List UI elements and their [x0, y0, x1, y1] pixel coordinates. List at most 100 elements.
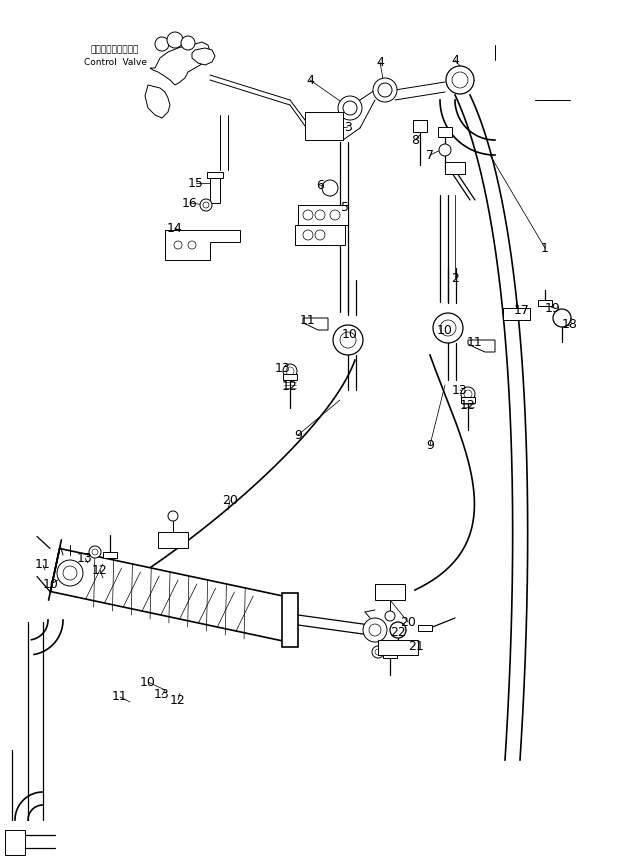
- Circle shape: [433, 313, 463, 343]
- Circle shape: [440, 320, 456, 336]
- Circle shape: [464, 390, 472, 398]
- Text: 4: 4: [451, 54, 459, 67]
- Text: 9: 9: [426, 438, 434, 451]
- Text: 12: 12: [282, 379, 298, 393]
- Circle shape: [63, 566, 77, 580]
- Circle shape: [378, 83, 392, 97]
- Text: 13: 13: [452, 383, 468, 396]
- Circle shape: [167, 32, 183, 48]
- Text: 22: 22: [390, 626, 406, 639]
- Circle shape: [303, 230, 313, 240]
- Bar: [103, 552, 117, 558]
- Text: 20: 20: [222, 494, 238, 507]
- Circle shape: [385, 611, 395, 621]
- Bar: [538, 300, 552, 306]
- Text: 14: 14: [167, 222, 183, 235]
- Bar: [210, 175, 220, 203]
- Text: 13: 13: [154, 688, 170, 702]
- Text: 19: 19: [545, 301, 561, 314]
- Bar: [283, 374, 297, 380]
- Polygon shape: [303, 318, 328, 330]
- Polygon shape: [165, 230, 240, 260]
- Text: 3: 3: [344, 121, 352, 134]
- Text: 18: 18: [562, 318, 578, 331]
- Circle shape: [363, 618, 387, 642]
- Polygon shape: [378, 640, 418, 655]
- Polygon shape: [295, 225, 345, 245]
- Text: 9: 9: [294, 429, 302, 442]
- Text: 7: 7: [426, 148, 434, 162]
- Bar: [5, 830, 25, 855]
- Circle shape: [155, 37, 169, 51]
- Polygon shape: [145, 85, 170, 118]
- Circle shape: [203, 202, 209, 208]
- Polygon shape: [150, 42, 210, 85]
- Text: コントロールバルブ: コントロールバルブ: [91, 45, 139, 55]
- Polygon shape: [503, 308, 530, 320]
- Text: 12: 12: [92, 563, 108, 576]
- Text: 15: 15: [188, 176, 204, 189]
- Bar: [445, 162, 465, 174]
- Bar: [461, 397, 475, 403]
- Circle shape: [452, 72, 468, 88]
- Text: 10: 10: [43, 578, 59, 591]
- Text: 4: 4: [306, 74, 314, 86]
- Circle shape: [57, 560, 83, 586]
- Circle shape: [553, 309, 571, 327]
- Circle shape: [92, 549, 98, 555]
- Circle shape: [333, 325, 363, 355]
- Polygon shape: [468, 340, 495, 352]
- Text: 4: 4: [376, 56, 384, 68]
- Circle shape: [188, 241, 196, 249]
- Text: 6: 6: [316, 179, 324, 192]
- Circle shape: [168, 511, 178, 521]
- Circle shape: [375, 649, 381, 655]
- Circle shape: [340, 332, 356, 348]
- Bar: [418, 625, 432, 631]
- Bar: [305, 112, 343, 140]
- Text: 13: 13: [77, 551, 93, 564]
- Circle shape: [446, 66, 474, 94]
- Text: 12: 12: [170, 693, 186, 706]
- Polygon shape: [375, 584, 405, 600]
- Text: 11: 11: [35, 558, 51, 572]
- Text: 21: 21: [408, 640, 424, 653]
- Text: 11: 11: [112, 691, 128, 704]
- Bar: [383, 652, 397, 658]
- Text: 11: 11: [467, 336, 483, 348]
- Text: 17: 17: [514, 304, 530, 317]
- Bar: [207, 172, 223, 178]
- Bar: [438, 127, 452, 137]
- Circle shape: [174, 241, 182, 249]
- Circle shape: [200, 199, 212, 211]
- Text: 5: 5: [341, 200, 349, 213]
- Circle shape: [283, 364, 297, 378]
- Polygon shape: [50, 549, 295, 641]
- Text: 1: 1: [541, 241, 549, 254]
- Polygon shape: [298, 205, 348, 225]
- Circle shape: [315, 210, 325, 220]
- Circle shape: [330, 210, 340, 220]
- Text: 20: 20: [400, 615, 416, 628]
- Text: 10: 10: [140, 675, 156, 688]
- Text: 11: 11: [300, 313, 316, 326]
- Text: 10: 10: [342, 329, 358, 342]
- Circle shape: [181, 36, 195, 50]
- Polygon shape: [192, 48, 215, 65]
- Text: 8: 8: [411, 134, 419, 146]
- Circle shape: [322, 180, 338, 196]
- Bar: [282, 593, 298, 647]
- Text: 2: 2: [451, 271, 459, 284]
- Circle shape: [89, 546, 101, 558]
- Circle shape: [461, 387, 475, 401]
- Circle shape: [338, 96, 362, 120]
- Circle shape: [343, 101, 357, 115]
- Circle shape: [390, 622, 406, 638]
- Circle shape: [369, 624, 381, 636]
- Polygon shape: [158, 532, 188, 548]
- Circle shape: [372, 646, 384, 658]
- Circle shape: [315, 230, 325, 240]
- Text: 16: 16: [182, 197, 198, 210]
- Text: 12: 12: [460, 399, 476, 412]
- Text: 10: 10: [437, 324, 453, 336]
